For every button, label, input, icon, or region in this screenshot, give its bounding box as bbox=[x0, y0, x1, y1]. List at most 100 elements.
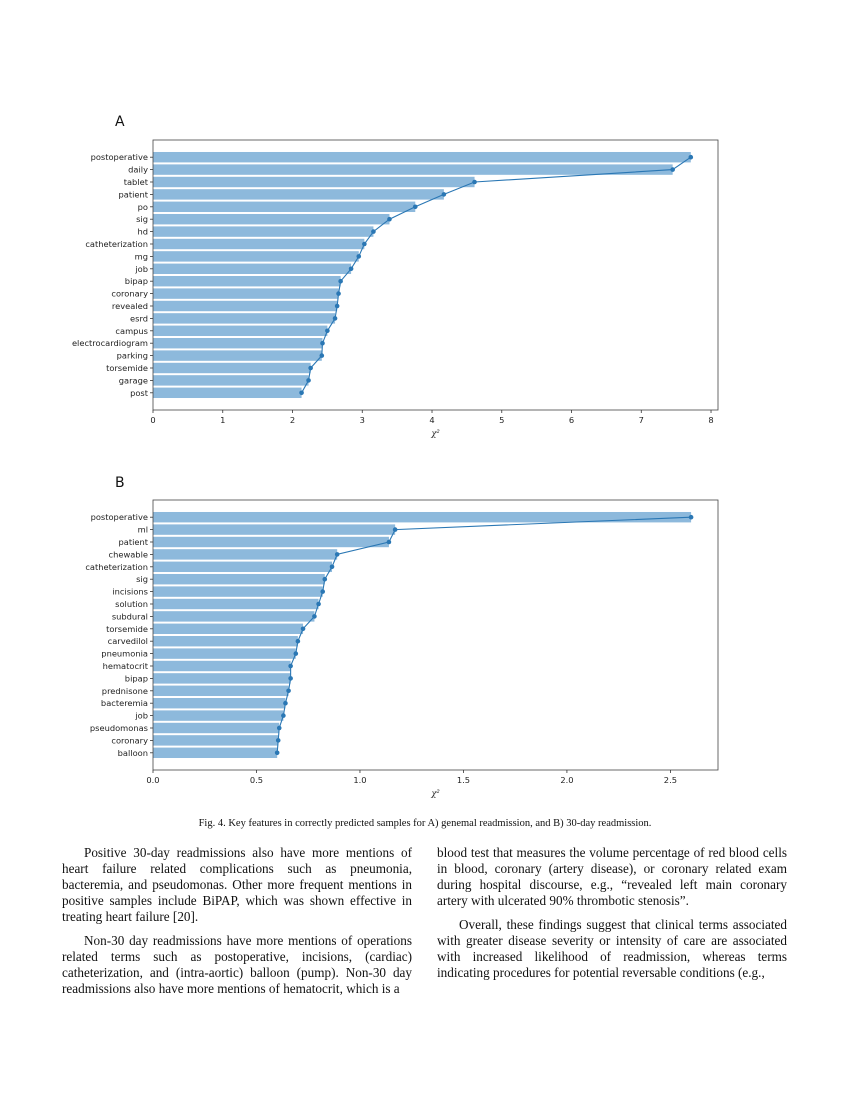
x-tick-label: 2 bbox=[290, 415, 295, 425]
bar-catheterization bbox=[153, 238, 365, 250]
data-point-campus bbox=[325, 328, 330, 334]
bar-post bbox=[153, 387, 302, 399]
paragraph: Non-30 day readmissions have more mentio… bbox=[62, 933, 412, 996]
y-tick-label: catheterization bbox=[85, 239, 148, 249]
data-point-po bbox=[412, 204, 418, 210]
bar-parking bbox=[153, 350, 322, 361]
bar-subdural bbox=[153, 611, 315, 622]
y-tick-label: postoperative bbox=[91, 512, 148, 522]
x-tick-label: 1 bbox=[220, 415, 225, 425]
panel-label-b: B bbox=[115, 475, 125, 491]
data-point-coronary bbox=[336, 291, 341, 296]
x-tick-label: 1.5 bbox=[457, 775, 470, 785]
bar-sig bbox=[153, 573, 325, 585]
y-tick-label: chewable bbox=[109, 549, 148, 559]
bar-sig bbox=[153, 213, 390, 225]
data-point-job bbox=[348, 266, 354, 272]
data-point-bacteremia bbox=[283, 700, 288, 706]
bar-campus bbox=[153, 325, 328, 337]
figure-caption: Fig. 4. Key features in correctly predic… bbox=[198, 818, 652, 829]
y-tick-label: torsemide bbox=[106, 624, 148, 634]
data-point-carvedilol bbox=[295, 638, 301, 644]
data-point-post bbox=[299, 390, 304, 396]
x-tick-label: 3 bbox=[360, 415, 365, 425]
bar-coronary bbox=[153, 288, 339, 299]
bar-solution bbox=[153, 598, 319, 610]
data-point-balloon bbox=[274, 750, 280, 756]
y-tick-label: job bbox=[134, 711, 148, 721]
x-tick-label: 5 bbox=[499, 415, 504, 425]
y-tick-label: electrocardiogram bbox=[72, 338, 148, 348]
x-tick-label: 4 bbox=[429, 415, 434, 425]
data-point-daily bbox=[670, 167, 675, 172]
bar-job bbox=[153, 263, 352, 275]
x-tick-label: 2.0 bbox=[560, 775, 573, 785]
y-tick-label: hematocrit bbox=[103, 661, 149, 671]
data-point-bipap bbox=[338, 278, 343, 284]
data-point-sig bbox=[322, 576, 328, 582]
bar-catheterization bbox=[153, 561, 333, 573]
bar-tablet bbox=[153, 176, 475, 188]
data-point-sig bbox=[387, 216, 392, 222]
x-tick-label: 6 bbox=[569, 415, 574, 425]
y-tick-label: pneumonia bbox=[101, 649, 148, 659]
data-point-prednisone bbox=[286, 688, 291, 694]
bar-patient bbox=[153, 189, 444, 200]
paragraph: Positive 30-day readmissions also have m… bbox=[62, 845, 412, 924]
x-axis-label: χ² bbox=[430, 789, 440, 799]
y-tick-label: bipap bbox=[125, 276, 148, 286]
data-point-patient bbox=[386, 539, 392, 545]
y-tick-label: torsemide bbox=[106, 363, 148, 373]
y-tick-label: daily bbox=[128, 165, 148, 175]
data-point-patient bbox=[441, 192, 447, 197]
y-tick-label: po bbox=[138, 202, 148, 212]
bar-torsemide bbox=[153, 623, 304, 635]
bar-garage bbox=[153, 375, 309, 386]
bar-patient bbox=[153, 536, 389, 548]
y-tick-label: bacteremia bbox=[101, 698, 148, 708]
bar-postoperative bbox=[153, 151, 691, 163]
y-tick-label: garage bbox=[119, 375, 148, 385]
data-point-ml bbox=[392, 527, 398, 532]
data-point-subdural bbox=[312, 614, 317, 619]
plot-frame bbox=[152, 139, 719, 411]
bar-chewable bbox=[153, 549, 338, 560]
data-point-electrocardiogram bbox=[320, 340, 325, 346]
bar-daily bbox=[153, 164, 673, 175]
data-point-incisions bbox=[320, 589, 326, 594]
bar-torsemide bbox=[153, 362, 311, 374]
data-point-pseudomonas bbox=[276, 725, 282, 731]
data-point-revealed bbox=[334, 303, 340, 309]
y-tick-label: subdural bbox=[112, 611, 148, 621]
data-point-coronary bbox=[275, 738, 281, 743]
x-tick-label: 0.0 bbox=[146, 775, 159, 785]
data-point-hd bbox=[371, 229, 376, 234]
y-tick-label: bipap bbox=[125, 673, 148, 683]
y-tick-label: carvedilol bbox=[108, 636, 148, 646]
y-tick-label: post bbox=[130, 388, 149, 398]
bar-coronary bbox=[153, 735, 279, 746]
y-tick-label: postoperative bbox=[91, 152, 148, 162]
bar-bipap bbox=[153, 275, 341, 287]
bar-bipap bbox=[153, 673, 291, 684]
trend-line bbox=[276, 516, 692, 753]
y-tick-label: esrd bbox=[130, 313, 148, 323]
bar-revealed bbox=[153, 300, 338, 312]
y-tick-label: incisions bbox=[112, 587, 148, 597]
y-tick-label: pseudomonas bbox=[90, 723, 148, 733]
data-point-mg bbox=[356, 254, 362, 259]
y-tick-label: job bbox=[134, 264, 148, 274]
data-point-chewable bbox=[334, 552, 340, 557]
bar-hd bbox=[153, 226, 374, 237]
bar-carvedilol bbox=[153, 635, 298, 647]
data-point-parking bbox=[319, 353, 325, 358]
data-point-catheterization bbox=[362, 241, 367, 247]
paragraph: blood test that measures the volume perc… bbox=[437, 845, 787, 908]
data-point-torsemide bbox=[300, 626, 306, 632]
bar-po bbox=[153, 201, 416, 213]
x-tick-label: 7 bbox=[639, 415, 644, 425]
y-tick-label: sig bbox=[136, 574, 148, 584]
x-tick-label: 0.5 bbox=[250, 775, 263, 785]
x-axis-label: χ² bbox=[430, 429, 440, 439]
bar-pneumonia bbox=[153, 648, 296, 659]
